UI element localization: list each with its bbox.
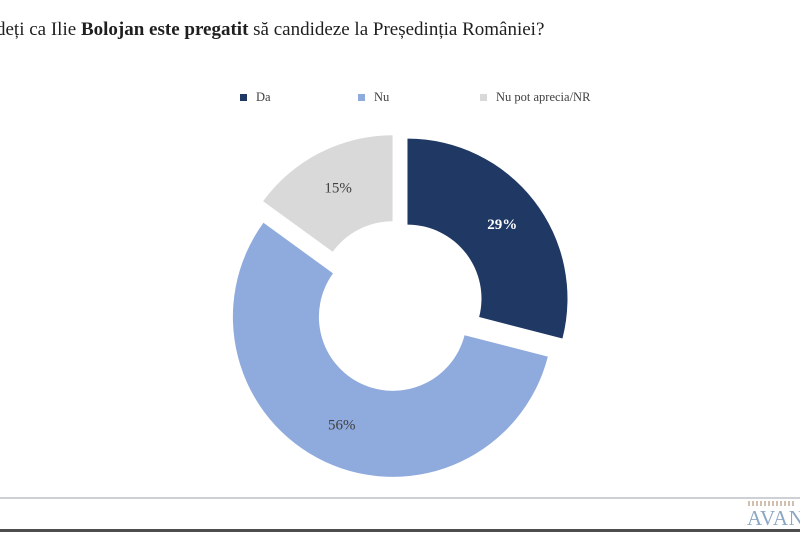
title-bold: Bolojan este pregatit [80, 19, 249, 40]
avangarde-logo: AVAN [747, 506, 800, 532]
footer-separator-line [0, 497, 800, 499]
legend-item-nr: Nu pot aprecia/NR [480, 88, 590, 106]
slice-label-nu: 56% [328, 417, 356, 433]
chart-title: deți ca Ilie Bolojan este pregatit să ca… [0, 19, 544, 41]
legend-swatch-da [240, 93, 247, 101]
donut-segment-nr [263, 135, 393, 252]
legend-swatch-nu [358, 93, 365, 101]
legend-swatch-nr [480, 93, 487, 101]
legend-item-nu: Nu [358, 88, 389, 106]
donut-segment-da [407, 138, 568, 339]
logo-fine-print [748, 501, 796, 506]
legend-label-da: Da [256, 90, 271, 104]
title-suffix: să candideze la Președinția României? [248, 19, 545, 40]
slice-label-nr: 15% [324, 180, 352, 196]
avangarde-logo-text: AVAN [747, 506, 800, 530]
slice-label-da: 29% [487, 217, 517, 233]
chart-legend: Da Nu Nu pot aprecia/NR [0, 88, 800, 106]
donut-segment-nu [232, 222, 548, 477]
bottom-border-line [0, 529, 800, 532]
title-prefix: deți ca Ilie [0, 19, 81, 40]
legend-item-da: Da [240, 88, 271, 106]
legend-label-nu: Nu [374, 90, 390, 104]
legend-label-nr: Nu pot aprecia/NR [496, 90, 591, 104]
